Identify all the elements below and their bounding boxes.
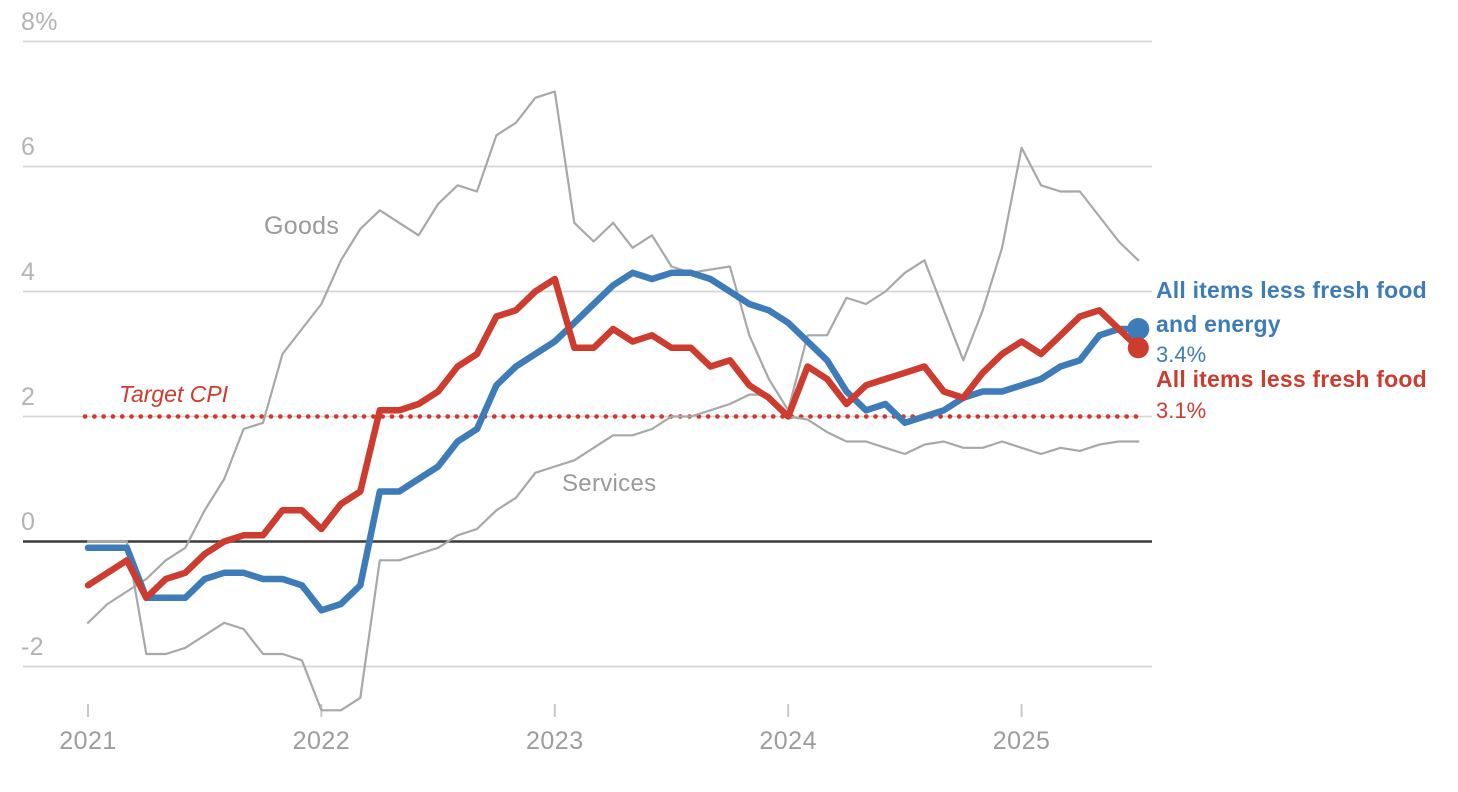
gridlines xyxy=(23,40,1152,668)
services-label: Services xyxy=(562,470,657,497)
y-axis-label: 2 xyxy=(21,382,36,411)
goods-line xyxy=(86,90,1140,624)
goods-label: Goods xyxy=(264,212,340,240)
target-cpi-label: Target CPI xyxy=(119,381,229,407)
x-axis-ticks xyxy=(87,704,1023,717)
core-core-end-dot xyxy=(1127,318,1150,340)
core-cpi-line xyxy=(84,275,1142,602)
x-axis-label: 2024 xyxy=(759,727,817,755)
core-end-dot xyxy=(1127,337,1149,359)
y-axis-label: 4 xyxy=(21,257,36,286)
y-axis-label: -2 xyxy=(21,632,44,661)
legend-blue-name-line1: All items less fresh food xyxy=(1156,277,1427,303)
x-axis-label: 2022 xyxy=(292,727,351,755)
x-axis-label: 2021 xyxy=(59,727,117,755)
x-axis-label: 2023 xyxy=(525,727,584,755)
legend-red-value: 3.1% xyxy=(1156,398,1207,423)
x-axis-label: 2025 xyxy=(992,727,1051,755)
y-axis-label: 6 xyxy=(21,132,36,161)
legend-red-name: All items less fresh food xyxy=(1156,366,1427,392)
y-axis-label: 0 xyxy=(21,507,36,536)
services-line xyxy=(86,393,1140,712)
legend-blue-name-line2: and energy xyxy=(1156,311,1281,337)
core-core-cpi-line xyxy=(84,269,1142,614)
y-axis-label: 8% xyxy=(21,7,58,36)
legend-blue-value: 3.4% xyxy=(1156,342,1207,367)
